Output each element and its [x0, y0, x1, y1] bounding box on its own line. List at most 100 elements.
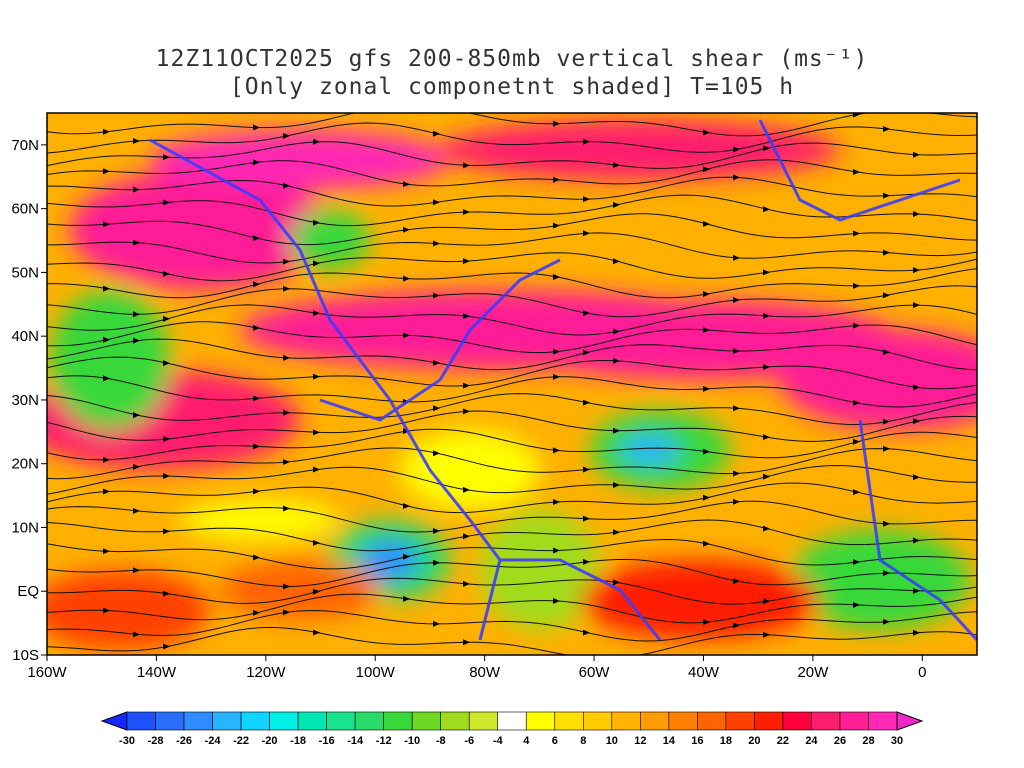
colorbar-swatch — [582, 711, 613, 731]
colorbar-swatch — [297, 711, 327, 731]
streamline-arrow — [913, 384, 920, 391]
colorbar-label: 18 — [720, 735, 732, 747]
streamline-arrow — [733, 254, 740, 261]
streamline-arrow — [763, 525, 770, 532]
lon-tick-label: 40W — [688, 664, 720, 681]
streamline-arrow — [103, 128, 110, 135]
streamline-arrow — [403, 502, 410, 509]
streamline-arrow — [163, 590, 170, 597]
streamline-arrow — [613, 529, 620, 536]
streamline — [47, 232, 977, 264]
streamline-arrow — [613, 654, 614, 655]
streamline-arrow — [613, 579, 620, 586]
streamline-arrow — [763, 312, 770, 319]
streamline-arrow — [103, 375, 110, 382]
streamline-arrow — [853, 601, 860, 608]
streamline-arrow — [313, 466, 320, 473]
streamline-arrow — [313, 588, 320, 595]
streamline — [47, 428, 977, 461]
streamline-arrow — [703, 494, 710, 501]
streamline-arrow — [913, 267, 920, 274]
streamline-arrow — [733, 347, 740, 354]
streamline — [47, 159, 977, 187]
streamline-arrow — [283, 505, 290, 512]
streamline-arrow — [133, 631, 140, 638]
colorbar-swatch — [354, 711, 384, 731]
streamline-arrow — [253, 488, 260, 495]
streamline-arrow — [703, 540, 710, 547]
streamline-arrow — [553, 547, 560, 554]
streamline-arrow — [433, 527, 440, 534]
colorbar-label: 22 — [777, 735, 789, 747]
streamline-arrow — [583, 138, 590, 145]
colorbar-label: -14 — [347, 735, 364, 747]
streamline-arrow — [853, 399, 860, 406]
colorbar-swatch — [468, 711, 499, 731]
streamline-arrow — [553, 273, 560, 280]
streamline-arrow — [433, 292, 440, 299]
streamline — [47, 393, 977, 426]
streamline-arrow — [283, 285, 290, 292]
colorbar-swatch — [383, 711, 413, 731]
streamline-arrow — [103, 168, 110, 175]
streamline-arrow — [583, 558, 590, 565]
streamline-arrow — [133, 239, 140, 246]
colorbar-label: -22 — [233, 735, 249, 747]
streamline-arrow — [283, 132, 290, 139]
streamline-arrow — [613, 201, 620, 208]
streamline — [47, 304, 977, 336]
colorbar-swatch — [126, 711, 156, 731]
lon-tick-label: 80W — [469, 664, 501, 681]
map-frame — [46, 112, 978, 656]
colorbar-swatch — [525, 711, 556, 731]
colorbar-swatch — [782, 711, 812, 731]
streamline-arrow — [133, 463, 140, 470]
streamline — [47, 593, 977, 624]
streamline-arrow — [883, 520, 890, 527]
streamline-arrow — [163, 436, 170, 443]
colorbar-label: 12 — [634, 735, 646, 747]
streamline-arrow — [133, 337, 140, 344]
streamline-arrow — [163, 473, 170, 480]
streamline-arrow — [133, 311, 140, 318]
streamline-arrow — [883, 192, 890, 199]
streamline-arrow — [733, 296, 740, 303]
streamline-arrow — [253, 395, 260, 402]
colorbar-swatch — [697, 711, 727, 731]
streamline-arrow — [853, 230, 860, 237]
streamline-arrow — [283, 458, 290, 465]
streamline-arrow — [103, 285, 110, 292]
lon-tick-label: 60W — [579, 664, 611, 681]
streamline-arrow — [853, 282, 860, 289]
streamline — [47, 285, 977, 318]
streamline-arrow — [583, 466, 590, 473]
streamline-arrow — [133, 567, 140, 574]
streamline — [47, 375, 977, 408]
streamline-arrow — [703, 129, 710, 136]
streamline-arrow — [433, 405, 440, 412]
streamline — [47, 113, 977, 137]
streamline-arrow — [883, 125, 890, 132]
lon-tick-label: 0 — [918, 664, 926, 681]
streamline-arrow — [613, 328, 620, 335]
streamline-arrow — [283, 182, 290, 189]
streamline-arrow — [463, 486, 470, 493]
streamline-arrow — [733, 470, 740, 477]
colorbar-label: 30 — [891, 735, 903, 747]
colorbar-label: -30 — [119, 735, 135, 747]
colorbar-swatch — [554, 711, 584, 731]
longitude-ticks: 160W 140W 120W 100W 80W 60W 40W 20W 0 — [27, 655, 926, 681]
streamline-arrow — [163, 199, 170, 206]
streamline — [47, 213, 977, 246]
streamline — [47, 194, 977, 227]
streamline-arrow — [853, 559, 860, 566]
streamline-arrow — [913, 474, 920, 481]
streamline-arrow — [103, 607, 110, 614]
streamline — [47, 627, 977, 655]
colorbar-swatch — [326, 711, 356, 731]
streamline-arrow — [403, 332, 410, 339]
streamline-arrow — [733, 146, 740, 153]
streamline-arrow — [583, 399, 590, 406]
streamline-arrow — [283, 583, 290, 590]
